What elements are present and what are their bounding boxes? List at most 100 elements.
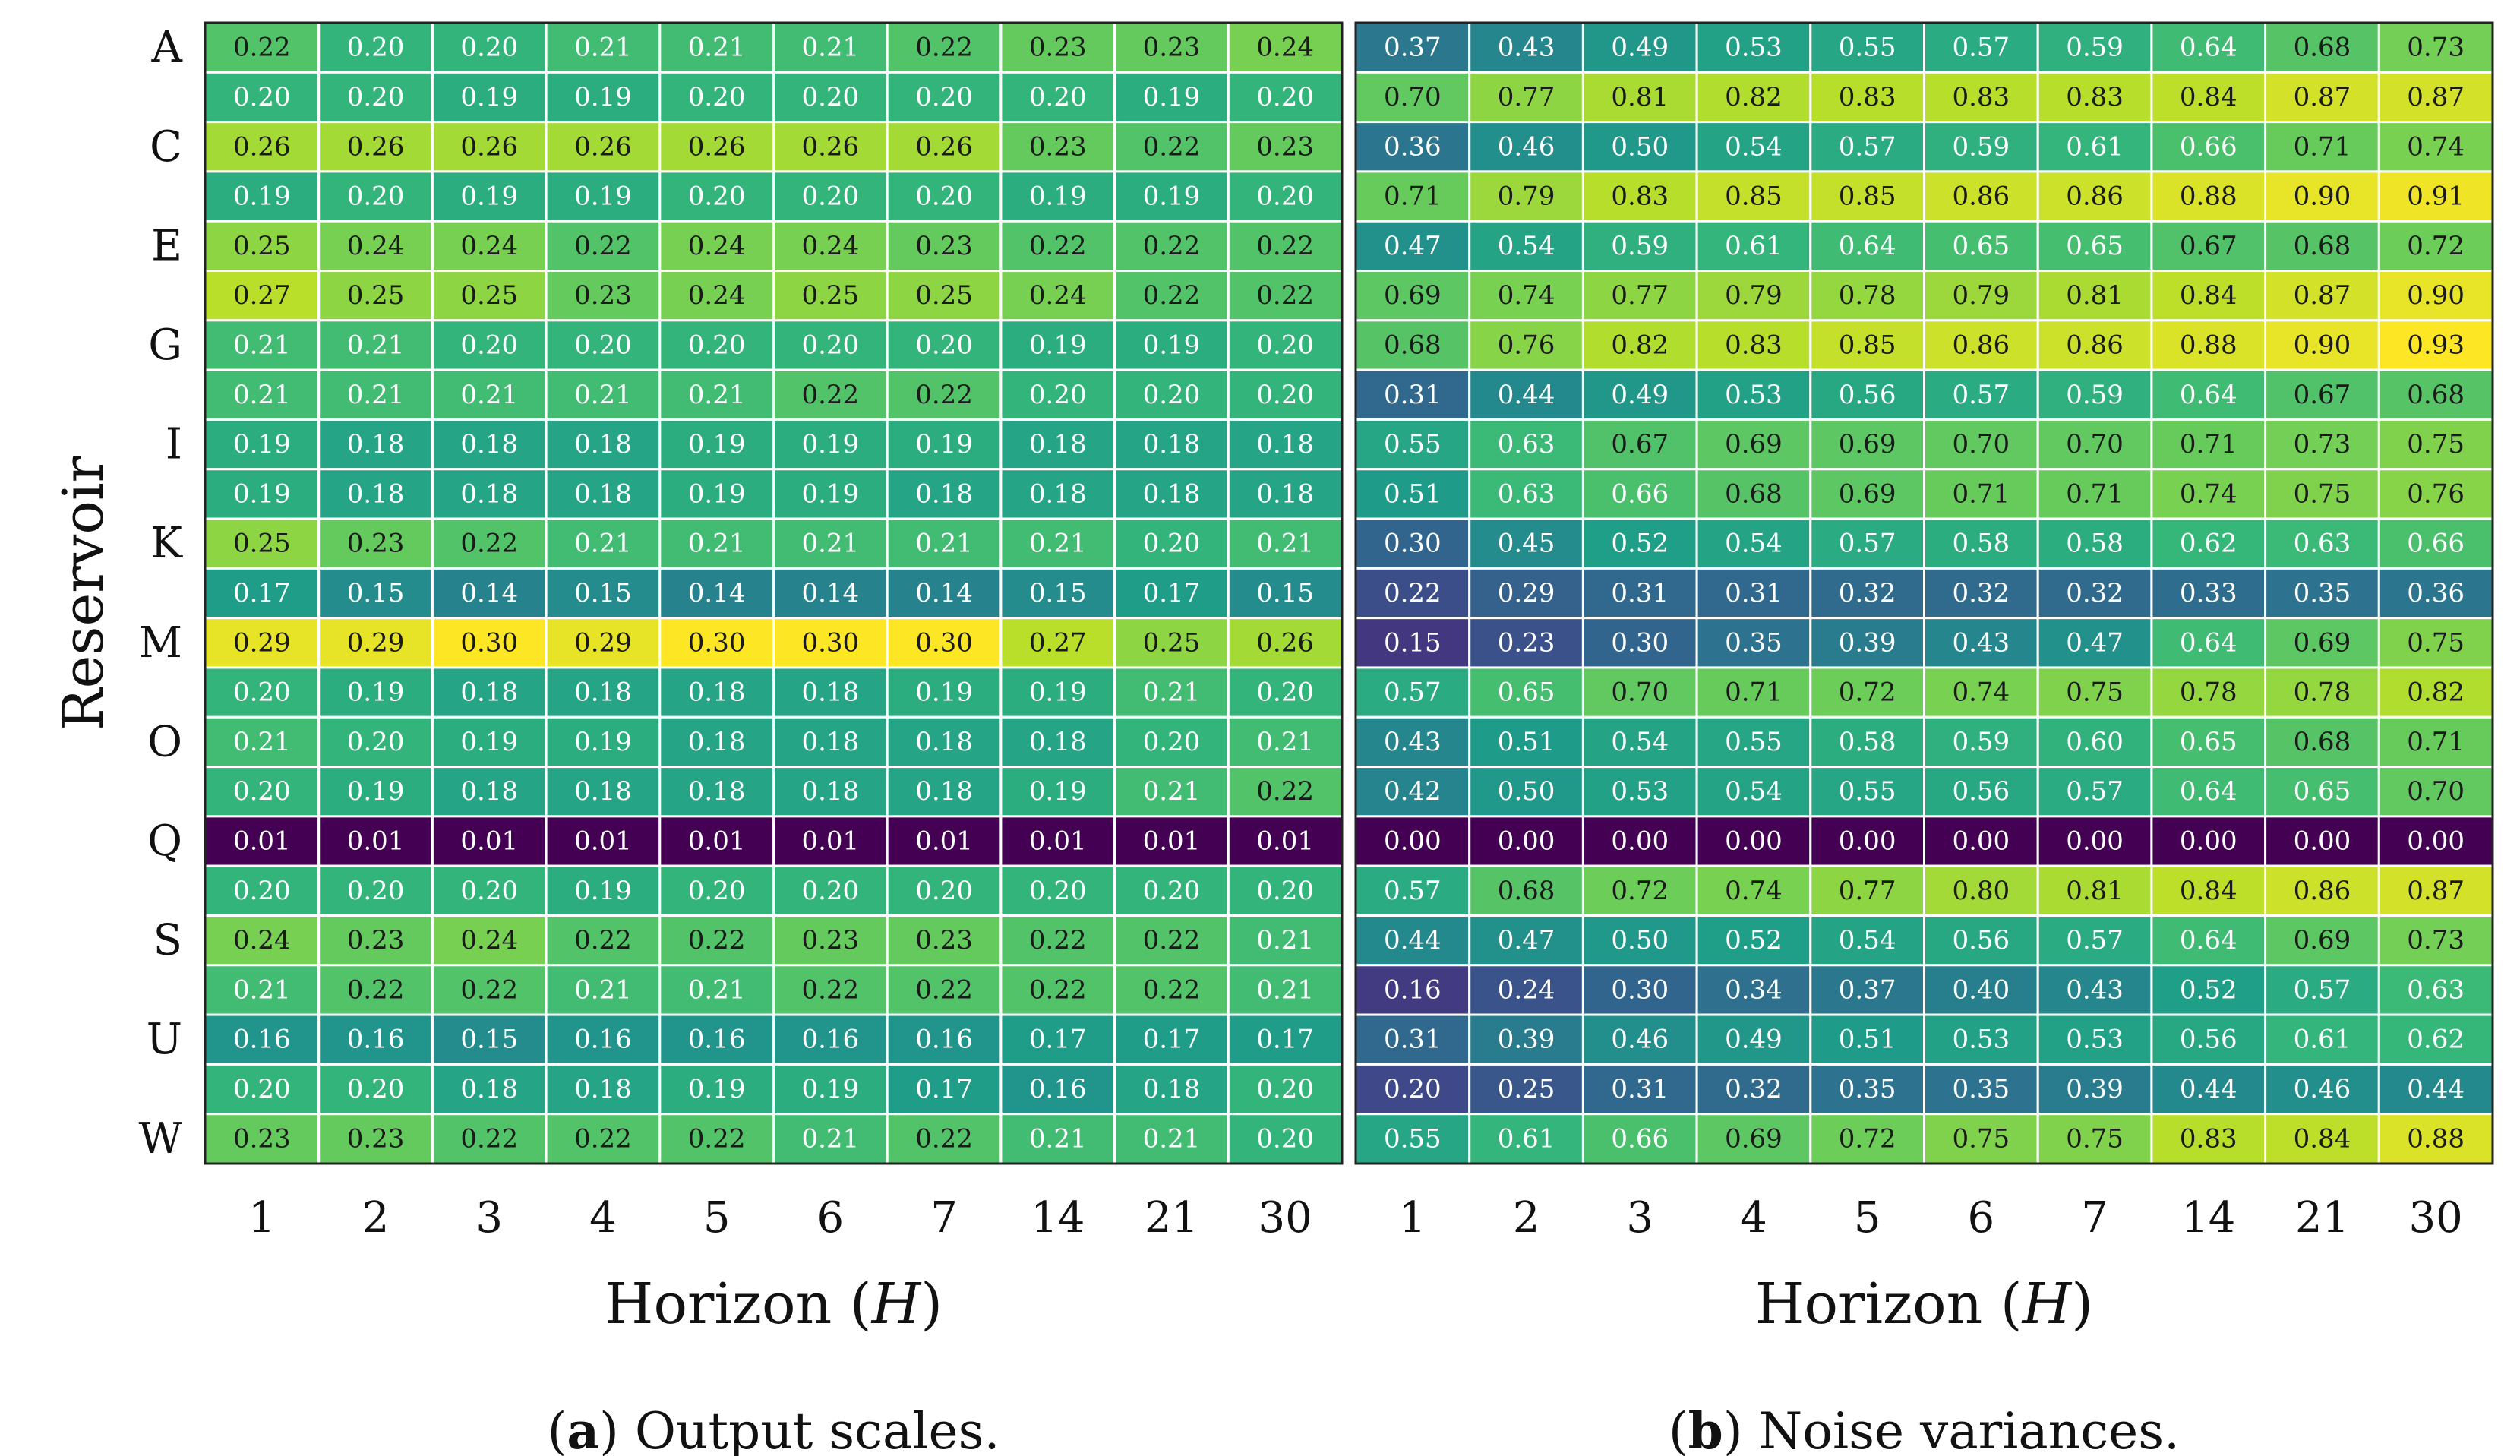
cell-value-label: 0.22 — [574, 231, 632, 261]
heatmap-cell — [2264, 468, 2380, 520]
heatmap-cell — [886, 617, 1003, 669]
cell-value-label: 0.42 — [1384, 776, 1442, 807]
cell-value-label: 0.19 — [460, 82, 518, 112]
cell-value-label: 0.73 — [2407, 925, 2465, 955]
cell-value-label: 0.83 — [2180, 1123, 2237, 1154]
cell-value-label: 0.19 — [915, 677, 973, 708]
heatmap-cell — [2377, 1013, 2494, 1066]
cell-value-label: 0.57 — [1384, 677, 1442, 708]
heatmap-cell — [2036, 121, 2153, 173]
cell-value-label: 0.46 — [1498, 131, 1555, 162]
cell-value-label: 0.20 — [1384, 1074, 1442, 1104]
cell-value-label: 0.20 — [688, 182, 746, 212]
heatmap-cell — [1354, 864, 1471, 917]
heatmap-cell — [1581, 1013, 1698, 1066]
cell-value-label: 0.65 — [1498, 677, 1555, 708]
cell-value-label: 0.55 — [1384, 429, 1442, 460]
heatmap-cell — [1695, 567, 1812, 620]
cell-value-label: 0.31 — [1384, 1025, 1442, 1055]
cell-value-label: 0.01 — [801, 826, 859, 857]
heatmap-cell — [772, 964, 889, 1016]
heatmap-cell — [999, 220, 1116, 273]
cell-value-label: 0.21 — [688, 380, 746, 410]
heatmap-cell — [431, 864, 548, 917]
heatmap-cell — [999, 1063, 1116, 1116]
cell-value-label: 0.00 — [1952, 826, 2010, 857]
cell-value-label: 0.26 — [460, 131, 518, 162]
heatmap-cell — [2036, 319, 2153, 371]
heatmap-cell — [545, 964, 662, 1016]
cell-value-label: 0.85 — [1725, 182, 1783, 212]
cell-value-label: 0.86 — [2066, 330, 2124, 360]
cell-value-label: 0.20 — [915, 876, 973, 906]
cell-value-label: 0.72 — [1839, 677, 1896, 708]
cell-value-label: 0.25 — [1143, 627, 1201, 658]
cell-value-label: 0.81 — [1611, 82, 1669, 112]
cell-value-label: 0.01 — [915, 826, 973, 857]
cell-value-label: 0.90 — [2294, 182, 2351, 212]
heatmap-cell — [1227, 71, 1344, 124]
heatmap-cell — [999, 1013, 1116, 1066]
y-tick-label: A — [151, 23, 183, 72]
cell-value-label: 0.79 — [1952, 280, 2010, 311]
cell-value-label: 0.56 — [1952, 776, 2010, 807]
heatmap-cell — [1468, 418, 1584, 471]
cell-value-label: 0.57 — [2066, 925, 2124, 955]
cell-value-label: 0.32 — [1839, 578, 1896, 608]
cell-value-label: 0.72 — [1839, 1123, 1896, 1154]
cell-value-label: 0.21 — [233, 974, 291, 1005]
cell-value-label: 0.19 — [1029, 776, 1087, 807]
cell-value-label: 0.23 — [347, 529, 405, 559]
heatmap-cell — [1113, 617, 1230, 669]
heatmap-cell — [2036, 1063, 2153, 1116]
cell-value-label: 0.66 — [1611, 478, 1669, 509]
cell-value-label: 0.63 — [2407, 974, 2465, 1005]
cell-value-label: 0.36 — [2407, 578, 2465, 608]
cell-value-label: 0.66 — [2180, 131, 2237, 162]
heatmap-cell — [1227, 517, 1344, 570]
x-tick-label: 6 — [817, 1193, 845, 1243]
cell-value-label: 0.16 — [688, 1025, 746, 1055]
heatmap-cell — [658, 468, 775, 520]
x-tick-label: 4 — [589, 1193, 617, 1243]
cell-value-label: 0.20 — [574, 330, 632, 360]
heatmap-cell — [1113, 1113, 1230, 1165]
cell-value-label: 0.19 — [688, 429, 746, 460]
heatmap-cell — [1923, 71, 2039, 124]
cell-value-label: 0.74 — [1498, 280, 1555, 311]
cell-value-label: 0.49 — [1611, 33, 1669, 63]
cell-value-label: 0.01 — [1143, 826, 1201, 857]
cell-value-label: 0.17 — [1143, 578, 1201, 608]
heatmap-cell — [1581, 766, 1698, 818]
heatmap-cell — [886, 71, 1003, 124]
cell-value-label: 0.26 — [688, 131, 746, 162]
cell-value-label: 0.20 — [915, 82, 973, 112]
heatmap-cell — [1113, 71, 1230, 124]
cell-value-label: 0.22 — [915, 974, 973, 1005]
cell-value-label: 0.73 — [2407, 33, 2465, 63]
cell-value-label: 0.20 — [233, 876, 291, 906]
heatmap-cell — [2264, 914, 2380, 967]
cell-value-label: 0.21 — [233, 330, 291, 360]
heatmap-cell — [1581, 319, 1698, 371]
heatmap-cell — [431, 121, 548, 173]
cell-value-label: 0.75 — [1952, 1123, 2010, 1154]
y-tick-label: M — [139, 618, 182, 668]
heatmap-cell — [2150, 220, 2267, 273]
cell-value-label: 0.01 — [688, 826, 746, 857]
cell-value-label: 0.59 — [1952, 131, 2010, 162]
cell-value-label: 0.57 — [2066, 776, 2124, 807]
cell-value-label: 0.77 — [1498, 82, 1555, 112]
x-tick-label: 21 — [2295, 1193, 2349, 1243]
heatmap-cell — [1354, 517, 1471, 570]
cell-value-label: 0.63 — [1498, 429, 1555, 460]
cell-value-label: 0.44 — [1498, 380, 1555, 410]
heatmap-cell — [1468, 170, 1584, 223]
heatmap-cell — [204, 914, 321, 967]
cell-value-label: 0.22 — [1143, 925, 1201, 955]
heatmap-cell — [1695, 468, 1812, 520]
cell-value-label: 0.43 — [1384, 727, 1442, 757]
cell-value-label: 0.63 — [1498, 478, 1555, 509]
cell-value-label: 0.78 — [1839, 280, 1896, 311]
cell-value-label: 0.93 — [2407, 330, 2465, 360]
